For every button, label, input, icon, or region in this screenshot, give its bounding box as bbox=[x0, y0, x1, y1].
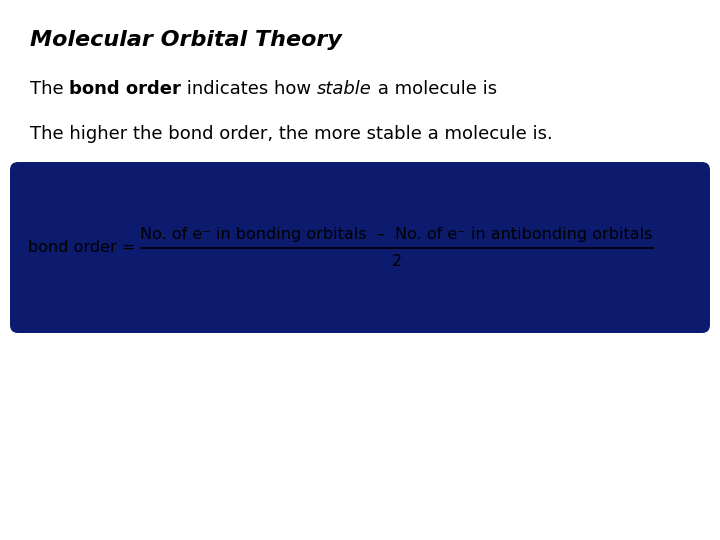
Text: indicates how: indicates how bbox=[181, 80, 317, 98]
Text: No. of e⁻ in bonding orbitals  –  No. of e⁻ in antibonding orbitals: No. of e⁻ in bonding orbitals – No. of e… bbox=[140, 226, 653, 241]
Text: a molecule is: a molecule is bbox=[372, 80, 497, 98]
Text: bond order: bond order bbox=[69, 80, 181, 98]
Text: The: The bbox=[30, 80, 69, 98]
Text: stable: stable bbox=[317, 80, 372, 98]
Text: 2: 2 bbox=[392, 253, 402, 268]
Text: The higher the bond order, the more stable a molecule is.: The higher the bond order, the more stab… bbox=[30, 125, 553, 143]
Text: Molecular Orbital Theory: Molecular Orbital Theory bbox=[30, 30, 342, 50]
FancyBboxPatch shape bbox=[10, 162, 710, 333]
Text: bond order =: bond order = bbox=[28, 240, 140, 255]
